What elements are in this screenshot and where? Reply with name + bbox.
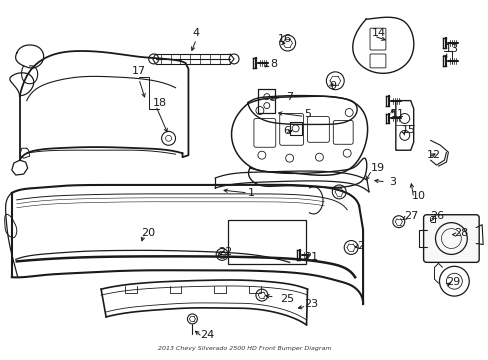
Text: 26: 26	[429, 211, 444, 221]
FancyBboxPatch shape	[307, 117, 328, 142]
Text: 3: 3	[388, 177, 395, 187]
Text: 10: 10	[411, 191, 425, 201]
Text: 18: 18	[152, 98, 166, 108]
Text: 25: 25	[279, 294, 293, 304]
FancyBboxPatch shape	[333, 121, 352, 144]
FancyBboxPatch shape	[369, 54, 385, 68]
Text: 21: 21	[304, 252, 318, 262]
Text: 23: 23	[304, 299, 318, 309]
Text: 17: 17	[131, 66, 145, 76]
Text: 2013 Chevy Silverado 2500 HD Front Bumper Diagram: 2013 Chevy Silverado 2500 HD Front Bumpe…	[158, 346, 330, 351]
Text: 1: 1	[247, 188, 254, 198]
Text: 11: 11	[390, 108, 404, 118]
FancyBboxPatch shape	[279, 113, 303, 145]
Text: 24: 24	[200, 330, 214, 340]
Text: 27: 27	[403, 211, 417, 221]
Text: 8: 8	[269, 59, 276, 69]
Text: 19: 19	[370, 163, 385, 173]
Text: 14: 14	[371, 28, 386, 38]
Text: 6: 6	[283, 126, 290, 136]
FancyBboxPatch shape	[228, 220, 305, 264]
FancyBboxPatch shape	[253, 118, 275, 147]
Text: 15: 15	[401, 125, 415, 135]
Text: 16: 16	[277, 34, 291, 44]
Text: 7: 7	[285, 92, 292, 102]
Text: 9: 9	[328, 81, 336, 91]
Text: 20: 20	[141, 228, 155, 238]
Text: 13: 13	[444, 44, 458, 54]
FancyBboxPatch shape	[369, 28, 385, 50]
Text: 2: 2	[356, 242, 364, 252]
Text: 12: 12	[426, 150, 440, 160]
Text: 28: 28	[453, 228, 468, 238]
FancyBboxPatch shape	[423, 215, 478, 262]
Text: 4: 4	[192, 28, 200, 38]
Text: 29: 29	[446, 277, 460, 287]
Text: 5: 5	[304, 108, 311, 118]
Text: 22: 22	[218, 247, 232, 257]
